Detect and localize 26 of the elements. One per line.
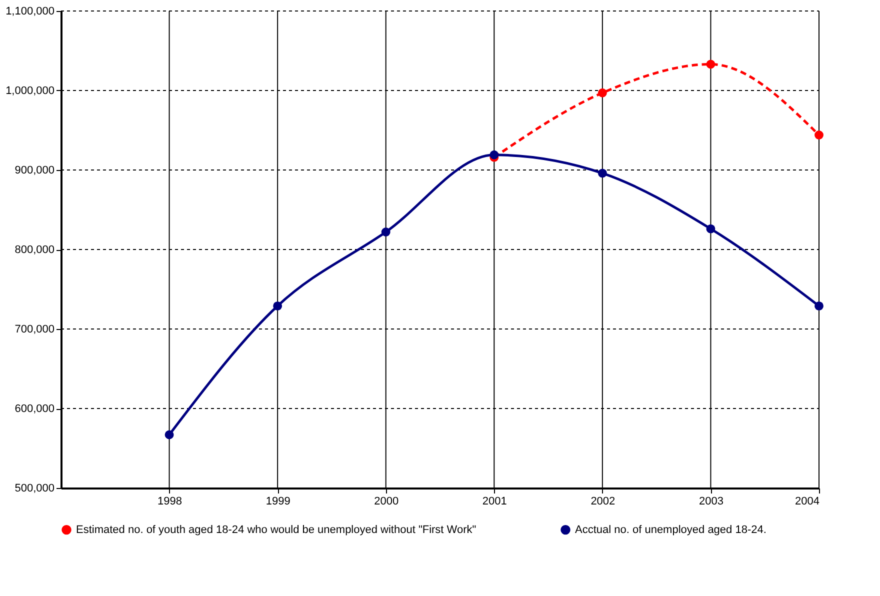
point: [490, 150, 499, 160]
x-tick-label: 2004: [795, 496, 820, 508]
y-tick-label: 500,000: [14, 482, 54, 494]
x-tick-label: 1998: [158, 496, 182, 508]
point: [814, 130, 824, 140]
point: [598, 168, 607, 178]
y-tick-label: 600,000: [14, 403, 54, 415]
x-tick-label: 2003: [698, 496, 724, 508]
y-tick-label: 700,000: [14, 324, 54, 336]
x-tick-label: 2000: [374, 496, 399, 508]
y-tick-label: 1,000,000: [6, 85, 54, 97]
point: [706, 60, 716, 69]
point: [381, 228, 390, 236]
y-tick-label: 1,100,000: [6, 6, 54, 18]
legend-label: Estimated no. of youth aged 18-24 who would be unemployed without "First Work": [76, 524, 476, 536]
x-tick-label: 2002: [590, 496, 616, 508]
point: [273, 301, 282, 310]
legend-label: Acctual no. of unemployed aged 18-24.: [575, 524, 766, 536]
x-tick-label: 2001: [482, 496, 507, 508]
y-tick-label: 900,000: [14, 164, 54, 176]
y-tick-label: 800,000: [14, 244, 54, 256]
point: [814, 301, 824, 310]
point: [706, 224, 716, 234]
x-tick-label: 1999: [266, 496, 290, 508]
point: [164, 430, 174, 440]
point: [598, 88, 607, 98]
